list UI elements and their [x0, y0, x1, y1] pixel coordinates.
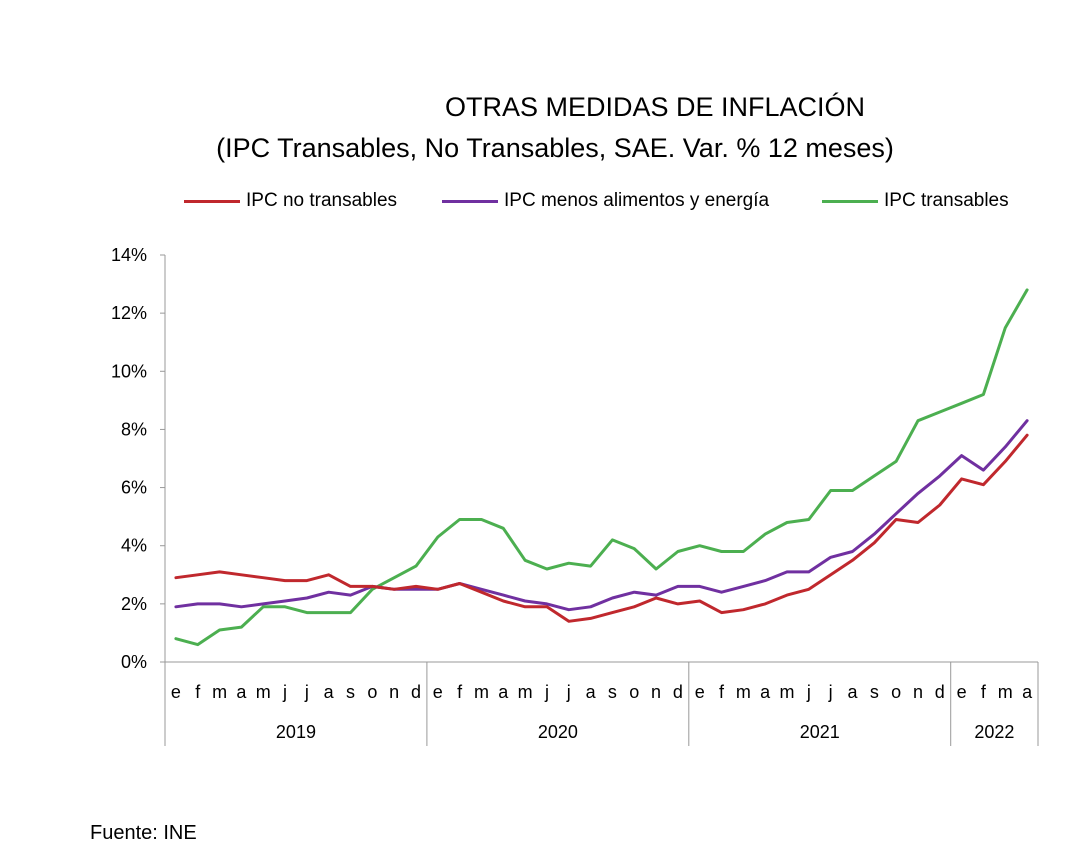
y-tick-label: 0%: [121, 652, 147, 672]
x-tick-label: a: [1022, 682, 1033, 702]
x-tick-label: o: [367, 682, 377, 702]
y-tick-label: 2%: [121, 594, 147, 614]
y-tick-label: 10%: [111, 361, 147, 381]
x-tick-label: a: [586, 682, 597, 702]
x-tick-label: m: [780, 682, 795, 702]
source-note: Fuente: INE: [90, 822, 197, 844]
legend-swatch: [442, 199, 498, 203]
x-tick-label: o: [629, 682, 639, 702]
x-tick-label: e: [695, 682, 705, 702]
legend-item-ipc-no-transables: IPC no transables: [184, 190, 397, 212]
x-tick-label: j: [544, 682, 549, 702]
series-line-ipc-transables: [174, 288, 1029, 647]
x-tick-label: n: [651, 682, 661, 702]
x-tick-label: o: [891, 682, 901, 702]
y-tick-label: 6%: [121, 478, 147, 498]
legend-item-ipc-transables: IPC transables: [822, 190, 1009, 212]
legend-item-ipc-menos-alimentos: IPC menos alimentos y energía: [442, 190, 769, 212]
x-tick-label: f: [457, 682, 463, 702]
year-label: 2019: [276, 722, 316, 742]
x-tick-label: f: [195, 682, 201, 702]
x-tick-label: e: [433, 682, 443, 702]
legend-label: IPC no transables: [246, 190, 398, 211]
x-tick-label: s: [346, 682, 355, 702]
year-label: 2020: [538, 722, 578, 742]
x-tick-label: e: [171, 682, 181, 702]
x-tick-label: f: [981, 682, 987, 702]
series-line-ipc-no-transables: [174, 433, 1029, 623]
x-tick-label: j: [566, 682, 571, 702]
chart-title: OTRAS MEDIDAS DE INFLACIÓN: [444, 92, 866, 122]
x-tick-label: d: [411, 682, 421, 702]
x-tick-label: a: [847, 682, 858, 702]
legend-swatch: [822, 199, 878, 203]
x-tick-label: d: [935, 682, 945, 702]
y-tick-label: 14%: [111, 245, 147, 265]
x-tick-label: a: [236, 682, 247, 702]
x-tick-label: n: [389, 682, 399, 702]
x-tick-label: s: [608, 682, 617, 702]
x-tick-label: j: [282, 682, 287, 702]
legend-label: IPC transables: [884, 190, 1009, 211]
x-tick-label: m: [518, 682, 533, 702]
x-tick-label: d: [673, 682, 683, 702]
chart-subtitle: (IPC Transables, No Transables, SAE. Var…: [216, 133, 894, 163]
x-tick-label: m: [212, 682, 227, 702]
x-tick-label: e: [957, 682, 967, 702]
y-tick-label: 8%: [121, 419, 147, 439]
y-tick-label: 12%: [111, 303, 147, 323]
x-tick-label: m: [736, 682, 751, 702]
x-tick-label: a: [324, 682, 335, 702]
x-tick-label: j: [828, 682, 833, 702]
year-label: 2021: [800, 722, 840, 742]
x-tick-label: n: [913, 682, 923, 702]
x-tick-label: f: [719, 682, 725, 702]
x-tick-label: m: [474, 682, 489, 702]
x-tick-label: m: [998, 682, 1013, 702]
x-tick-label: a: [498, 682, 509, 702]
year-label: 2022: [974, 722, 1014, 742]
x-tick-label: m: [256, 682, 271, 702]
x-tick-label: j: [304, 682, 309, 702]
chart-legend: IPC no transables IPC menos alimentos y …: [0, 190, 1070, 216]
x-tick-label: a: [760, 682, 771, 702]
y-tick-label: 4%: [121, 536, 147, 556]
x-tick-label: s: [870, 682, 879, 702]
x-tick-label: j: [806, 682, 811, 702]
series-line-ipc-menos-alimentos-y-energ-a: [174, 419, 1029, 612]
legend-label: IPC menos alimentos y energía: [504, 190, 770, 211]
legend-swatch: [184, 199, 240, 203]
